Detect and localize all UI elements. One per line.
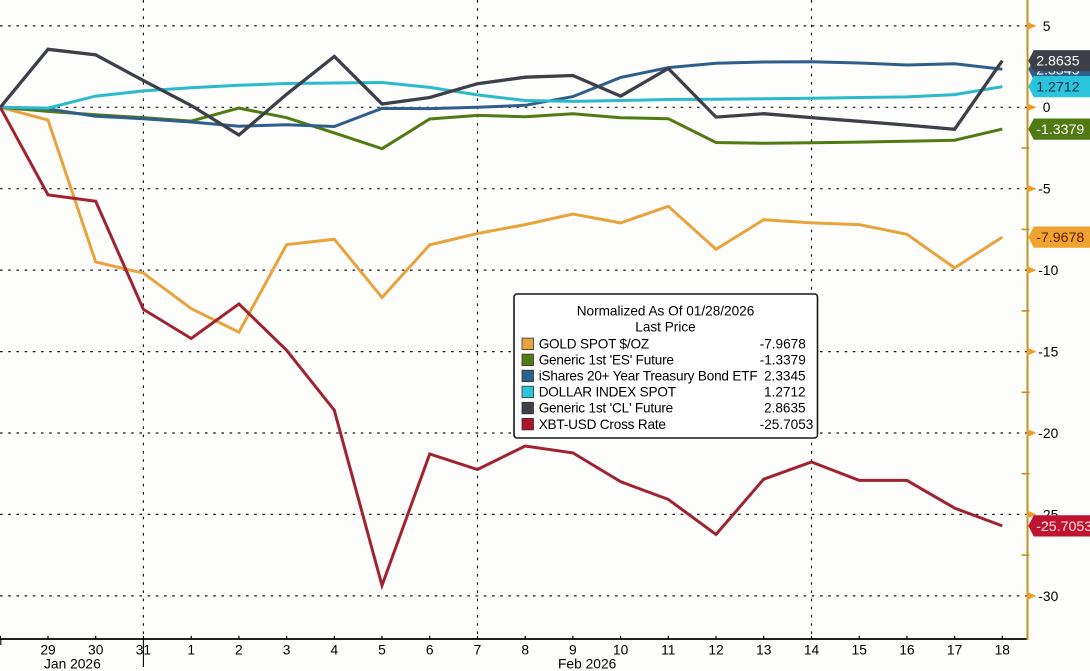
svg-text:DOLLAR INDEX SPOT: DOLLAR INDEX SPOT — [539, 385, 676, 400]
svg-text:-1.3379: -1.3379 — [760, 353, 806, 368]
svg-text:3: 3 — [283, 642, 291, 657]
svg-text:-25.7053: -25.7053 — [760, 417, 814, 432]
svg-text:-7.9678: -7.9678 — [1036, 230, 1084, 246]
svg-text:Feb 2026: Feb 2026 — [558, 657, 617, 671]
svg-text:2: 2 — [235, 642, 243, 657]
svg-text:6: 6 — [426, 642, 434, 657]
svg-text:10: 10 — [613, 642, 629, 657]
svg-text:Generic 1st 'ES' Future: Generic 1st 'ES' Future — [539, 353, 674, 368]
svg-text:-25.7053: -25.7053 — [1036, 519, 1090, 535]
svg-text:4: 4 — [330, 642, 338, 657]
svg-text:-20: -20 — [1038, 426, 1058, 441]
svg-text:Last Price: Last Price — [635, 320, 695, 335]
svg-text:2.8635: 2.8635 — [764, 401, 806, 416]
svg-text:-1.3379: -1.3379 — [1036, 122, 1084, 138]
svg-text:2.3345: 2.3345 — [764, 369, 806, 384]
svg-text:Normalized As Of 01/28/2026: Normalized As Of 01/28/2026 — [577, 304, 755, 319]
svg-text:31: 31 — [136, 642, 151, 657]
svg-text:17: 17 — [947, 642, 962, 657]
svg-text:16: 16 — [899, 642, 915, 657]
svg-text:5: 5 — [378, 642, 386, 657]
svg-text:XBT-USD Cross Rate: XBT-USD Cross Rate — [539, 417, 666, 432]
svg-text:Generic 1st 'CL' Future: Generic 1st 'CL' Future — [539, 401, 673, 416]
svg-text:11: 11 — [661, 642, 675, 657]
svg-text:2.8635: 2.8635 — [1036, 54, 1080, 70]
svg-text:-5: -5 — [1038, 182, 1051, 197]
svg-text:1.2712: 1.2712 — [764, 385, 806, 400]
svg-text:-7.9678: -7.9678 — [760, 337, 806, 352]
svg-text:30: 30 — [88, 642, 104, 657]
svg-text:1.2712: 1.2712 — [1036, 80, 1080, 96]
svg-text:-30: -30 — [1038, 589, 1058, 604]
svg-text:iShares 20+ Year Treasury Bond: iShares 20+ Year Treasury Bond ETF — [539, 369, 758, 384]
svg-text:0: 0 — [1043, 100, 1051, 115]
svg-text:8: 8 — [521, 642, 529, 657]
svg-text:-15: -15 — [1038, 345, 1058, 360]
svg-text:7: 7 — [474, 642, 482, 657]
svg-text:18: 18 — [995, 642, 1011, 657]
svg-text:5: 5 — [1043, 19, 1051, 34]
svg-text:29: 29 — [40, 642, 56, 657]
svg-text:Jan 2026: Jan 2026 — [44, 657, 101, 671]
svg-text:1: 1 — [187, 642, 195, 657]
svg-text:13: 13 — [756, 642, 772, 657]
svg-text:15: 15 — [852, 642, 868, 657]
svg-text:14: 14 — [804, 642, 820, 657]
svg-text:-10: -10 — [1038, 263, 1058, 278]
svg-text:GOLD SPOT $/OZ: GOLD SPOT $/OZ — [539, 337, 649, 352]
svg-text:9: 9 — [569, 642, 577, 657]
svg-text:12: 12 — [708, 642, 723, 657]
